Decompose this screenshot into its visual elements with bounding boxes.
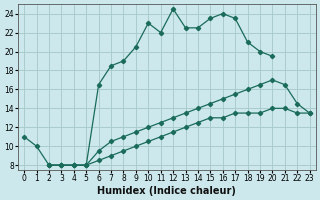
X-axis label: Humidex (Indice chaleur): Humidex (Indice chaleur) <box>98 186 236 196</box>
